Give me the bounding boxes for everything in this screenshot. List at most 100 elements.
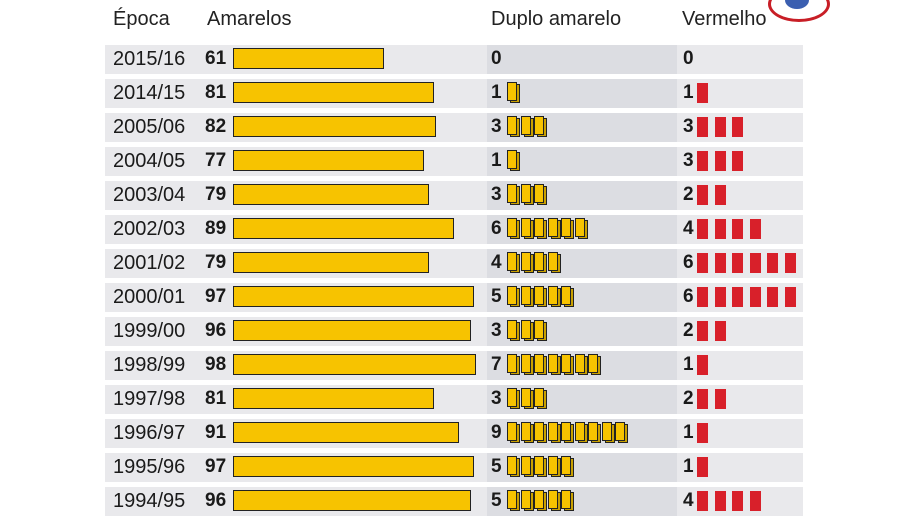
double-yellow-card xyxy=(520,218,531,237)
double-yellow-card xyxy=(520,286,531,305)
red-count: 3 xyxy=(683,150,694,171)
table-row: 2002/03 89 6 4 xyxy=(105,215,805,244)
double-yellow-card xyxy=(547,252,558,271)
red-card xyxy=(732,253,743,273)
table-row: 1999/00 96 3 2 xyxy=(105,317,805,346)
double-yellow-count: 3 xyxy=(491,388,502,409)
yellow-bar xyxy=(233,422,459,443)
double-yellow-card xyxy=(534,184,544,203)
red-card xyxy=(697,389,708,409)
red-card xyxy=(697,423,708,443)
double-yellow-card xyxy=(507,456,517,475)
double-yellow-card xyxy=(534,286,544,305)
season-label: 2015/16 xyxy=(113,48,186,70)
row-background xyxy=(105,385,803,414)
red-card xyxy=(784,287,796,307)
red-count: 1 xyxy=(683,456,694,477)
table-row: 1994/95 96 5 4 xyxy=(105,487,805,516)
season-label: 1997/98 xyxy=(113,388,186,410)
double-yellow-count: 3 xyxy=(491,116,502,137)
red-count: 6 xyxy=(683,286,694,307)
row-background xyxy=(105,215,803,244)
red-card xyxy=(767,287,778,307)
season-label: 2003/04 xyxy=(113,184,186,206)
double-yellow-count: 5 xyxy=(491,456,502,477)
season-label: 1994/95 xyxy=(113,490,186,512)
red-card xyxy=(732,491,743,511)
red-card xyxy=(697,321,708,341)
red-card xyxy=(697,355,708,375)
red-card xyxy=(732,151,743,171)
double-yellow-card xyxy=(507,218,517,237)
double-yellow-count: 9 xyxy=(491,422,502,443)
red-card xyxy=(714,117,726,137)
red-count: 2 xyxy=(683,320,694,341)
table-row: 2001/02 79 4 6 xyxy=(105,249,805,278)
season-label: 2001/02 xyxy=(113,252,186,274)
double-yellow-card xyxy=(507,320,517,339)
yellow-bar xyxy=(233,354,476,375)
row-background xyxy=(105,79,803,108)
red-count: 1 xyxy=(683,422,694,443)
red-count: 6 xyxy=(683,252,694,273)
double-yellow-card xyxy=(561,490,571,509)
yellow-count: 79 xyxy=(205,184,227,205)
red-count: 2 xyxy=(683,388,694,409)
red-card xyxy=(714,321,726,341)
double-yellow-card xyxy=(520,456,531,475)
season-label: 2002/03 xyxy=(113,218,186,240)
double-yellow-card xyxy=(507,388,517,407)
double-yellow-card xyxy=(507,150,517,169)
double-yellow-card xyxy=(574,354,585,373)
header-double-yellow: Duplo amarelo xyxy=(491,8,622,30)
red-card xyxy=(749,219,761,239)
yellow-count: 79 xyxy=(205,252,227,273)
yellow-count: 97 xyxy=(205,286,227,307)
double-yellow-card xyxy=(534,252,544,271)
red-card xyxy=(784,253,796,273)
double-yellow-card xyxy=(561,422,571,441)
double-yellow-card xyxy=(534,456,544,475)
red-count: 2 xyxy=(683,184,694,205)
double-yellow-card xyxy=(507,252,517,271)
season-label: 1996/97 xyxy=(113,422,186,444)
double-yellow-card xyxy=(547,354,558,373)
double-yellow-count: 3 xyxy=(491,184,502,205)
red-card xyxy=(749,253,761,273)
double-yellow-card xyxy=(561,354,571,373)
red-card xyxy=(749,491,761,511)
double-yellow-card xyxy=(507,82,517,101)
double-yellow-card xyxy=(547,456,558,475)
yellow-bar xyxy=(233,456,474,477)
red-card xyxy=(697,219,708,239)
yellow-bar xyxy=(233,252,429,273)
yellow-count: 77 xyxy=(205,150,227,171)
double-yellow-card xyxy=(574,218,585,237)
double-yellow-card xyxy=(507,116,517,135)
yellow-bar xyxy=(233,184,429,205)
double-yellow-count: 4 xyxy=(491,252,502,273)
season-label: 1999/00 xyxy=(113,320,186,342)
red-card xyxy=(697,83,708,103)
yellow-bar xyxy=(233,490,471,511)
double-yellow-count: 0 xyxy=(491,48,502,69)
double-yellow-count: 5 xyxy=(491,286,502,307)
double-yellow-card xyxy=(520,422,531,441)
yellow-count: 82 xyxy=(205,116,227,137)
yellow-bar xyxy=(233,286,474,307)
double-yellow-count: 6 xyxy=(491,218,502,239)
red-card xyxy=(732,117,743,137)
yellow-bar xyxy=(233,48,384,69)
red-card xyxy=(697,151,708,171)
yellow-count: 96 xyxy=(205,320,227,341)
row-background xyxy=(105,45,803,74)
season-label: 2005/06 xyxy=(113,116,186,138)
double-yellow-card xyxy=(507,184,517,203)
yellow-count: 81 xyxy=(205,82,227,103)
red-card xyxy=(697,457,708,477)
double-yellow-card xyxy=(520,490,531,509)
double-yellow-card xyxy=(507,354,517,373)
table-row: 2015/16 61 0 0 xyxy=(105,45,805,74)
yellow-bar xyxy=(233,218,454,239)
